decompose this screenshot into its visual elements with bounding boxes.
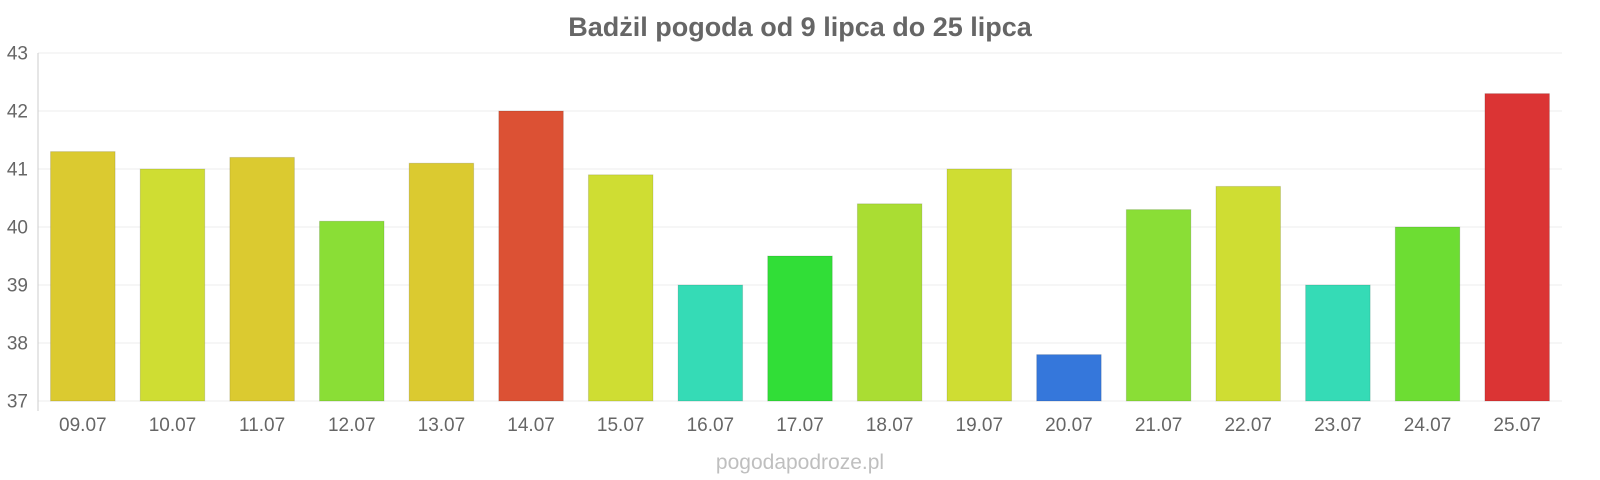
chart-title: Badżil pogoda od 9 lipca do 25 lipca	[568, 12, 1033, 42]
y-tick-label: 38	[7, 334, 28, 355]
bar-13.07	[408, 162, 475, 402]
bar-20.07	[1036, 354, 1102, 402]
y-tick-label: 41	[7, 160, 28, 181]
x-tick-label: 18.07	[866, 415, 914, 436]
bar-24.07	[1394, 226, 1461, 402]
bar-15.07	[587, 174, 654, 402]
x-tick-label: 13.07	[418, 415, 466, 436]
bars	[50, 93, 1550, 402]
y-tick-label: 43	[7, 44, 28, 65]
bar-12.07	[318, 220, 385, 402]
x-tick-label: 19.07	[956, 415, 1004, 436]
y-axis: 37 38 39 40 41 42 43	[7, 44, 39, 413]
bar-19.07	[946, 168, 1013, 402]
x-tick-label: 14.07	[507, 415, 555, 436]
x-tick-label: 11.07	[239, 415, 285, 436]
bar-10.07	[139, 168, 206, 402]
x-axis: 09.07 10.07 11.07 12.07 13.07 14.07 15.07 16.07…	[59, 415, 1541, 436]
x-tick-label: 15.07	[597, 415, 645, 436]
x-tick-label: 25.07	[1493, 415, 1541, 436]
bar-25.07	[1484, 93, 1550, 402]
bar-14.07	[498, 110, 564, 402]
x-tick-label: 17.07	[776, 415, 824, 436]
bar-16.07	[677, 284, 744, 402]
x-tick-label: 24.07	[1404, 415, 1452, 436]
x-tick-label: 16.07	[687, 415, 735, 436]
x-tick-label: 21.07	[1135, 415, 1183, 436]
y-tick-label: 40	[7, 218, 28, 239]
x-tick-label: 20.07	[1045, 415, 1093, 436]
x-tick-label: 23.07	[1314, 415, 1362, 436]
x-tick-label: 22.07	[1224, 415, 1272, 436]
bar-11.07	[229, 156, 295, 402]
y-tick-label: 39	[7, 276, 28, 297]
y-tick-label: 42	[7, 102, 28, 123]
bar-23.07	[1305, 284, 1371, 402]
bar-17.07	[767, 255, 833, 402]
bar-18.07	[856, 203, 923, 402]
y-tick-label: 37	[7, 392, 28, 413]
bar-09.07	[50, 151, 116, 402]
x-tick-label: 09.07	[59, 415, 107, 436]
x-tick-label: 12.07	[328, 415, 376, 436]
x-tick-label: 10.07	[149, 415, 197, 436]
bar-22.07	[1215, 185, 1282, 402]
watermark: pogodapodroze.pl	[716, 451, 884, 474]
bar-21.07	[1125, 209, 1192, 402]
